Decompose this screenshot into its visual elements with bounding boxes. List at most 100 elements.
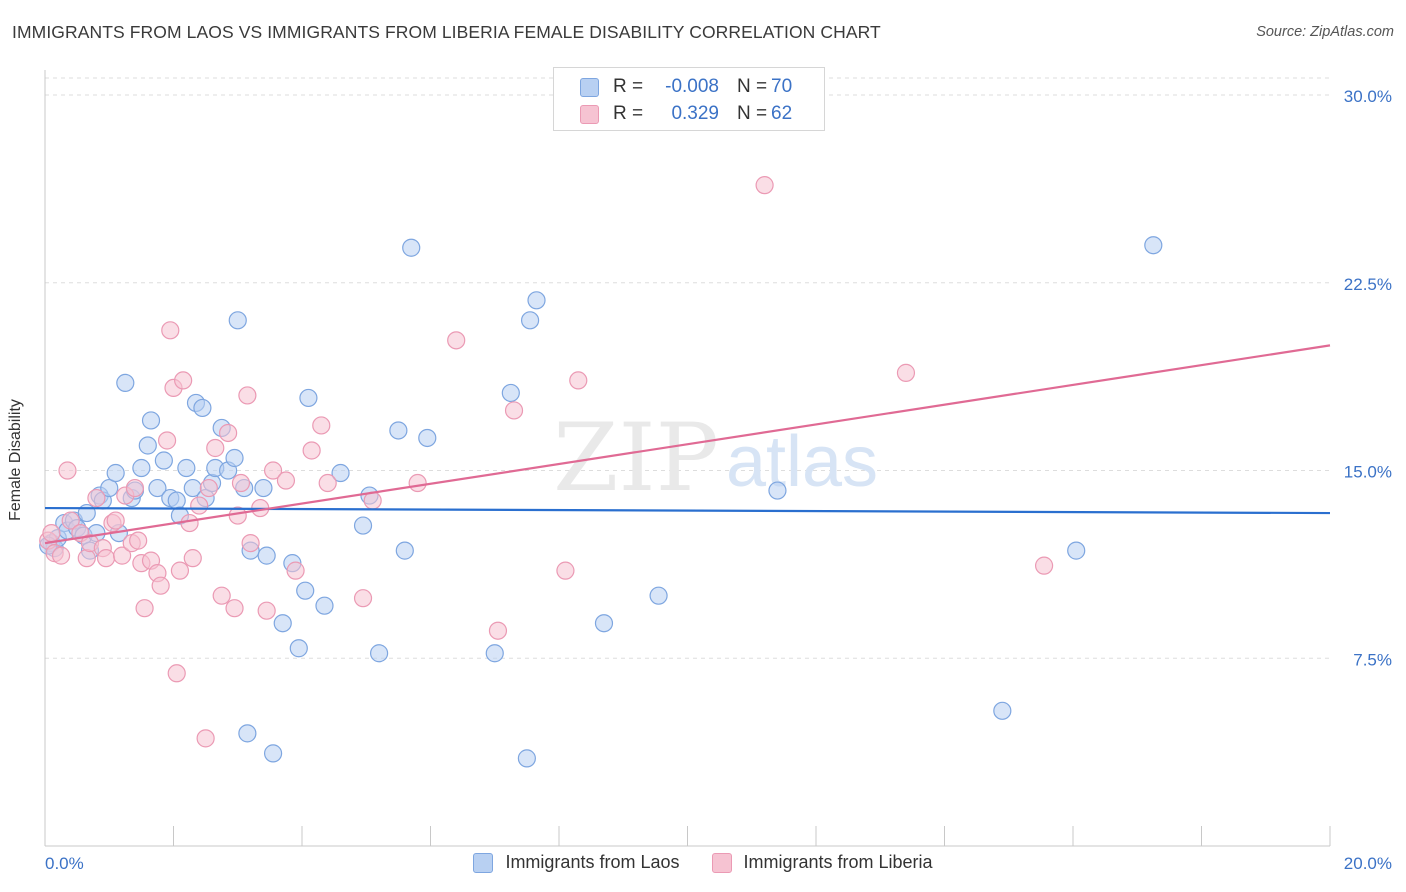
legend-swatch-laos [580,77,599,97]
data-point-liberia [174,371,193,390]
data-point-liberia [219,423,238,443]
data-point-laos [100,478,119,498]
data-point-laos [527,291,546,310]
data-point-laos [993,701,1012,720]
data-point-liberia [157,431,177,450]
data-point-laos [238,724,257,743]
data-point-laos [116,373,135,393]
data-point-liberia [504,401,524,420]
data-point-liberia [312,416,331,435]
data-point-liberia [302,441,321,460]
data-point-laos [263,744,283,763]
data-point-laos [299,388,318,408]
legend-n-value-laos: 70 [771,76,793,97]
data-point-liberia [755,176,774,195]
tick-label-layer: 7.5% 15.0% 22.5% 30.0% 0.0% 20.0% [45,87,1392,873]
series-legend: Immigrants from Laos Immigrants from Lib… [0,852,1406,873]
data-point-liberia [58,461,77,480]
legend-r-label: R = [613,103,644,124]
data-point-liberia [225,599,244,618]
data-point-laos [177,458,196,478]
data-point-laos [517,749,536,768]
data-point-liberia [353,589,373,608]
trend-layer [44,344,1331,545]
data-point-liberia [241,534,260,553]
legend-n-value-liberia: 62 [771,103,793,124]
y-tick-label: 7.5% [1353,650,1392,669]
data-point-laos [353,516,373,535]
data-point-liberia [199,478,218,498]
data-point-liberia [206,438,225,458]
data-point-liberia [61,511,80,530]
data-point-laos [1144,236,1163,255]
data-point-laos [148,478,167,498]
series-label-liberia: Immigrants from Liberia [743,852,933,872]
data-point-liberia [180,513,199,533]
data-point-laos [315,596,334,615]
data-point-laos [520,311,540,330]
data-point-laos [289,639,308,658]
data-point-liberia [286,561,305,580]
data-point-laos [402,238,421,257]
data-point-liberia [135,599,154,618]
watermark: ZIP atlas [553,404,878,513]
data-point-liberia [896,363,916,382]
data-point-laos [254,478,273,498]
legend-n-label: N = [737,76,768,97]
correlation-legend: R = -0.008 N = 70 R = 0.329 N = 62 [553,67,825,131]
data-point-laos [273,614,292,633]
data-point-liberia [190,496,209,515]
data-point-laos [257,546,276,565]
trend-line-liberia [44,344,1331,545]
series-label-laos: Immigrants from Laos [505,852,680,872]
data-point-liberia [125,478,145,498]
data-point-laos [370,644,389,663]
data-point-liberia [257,601,276,620]
y-tick-label: 15.0% [1344,463,1392,482]
data-point-laos [154,451,173,470]
x-tick-label-min: 0.0% [45,854,84,873]
data-point-laos [106,463,125,483]
data-point-liberia [263,461,283,480]
data-point-liberia [238,386,257,405]
data-point-liberia [106,511,125,530]
data-point-liberia [112,546,132,565]
data-point-liberia [167,664,186,683]
trend-line-laos [44,506,1331,515]
data-point-liberia [212,586,231,605]
legend-row-laos: R = -0.008 N = 70 [580,76,792,98]
data-point-laos [138,436,157,455]
legend-r-value-laos: -0.008 [665,76,719,97]
data-point-laos [389,421,408,440]
data-point-laos [768,481,787,500]
data-point-liberia [151,576,170,595]
data-point-laos [501,383,520,403]
data-point-laos [167,491,186,510]
data-point-liberia [318,473,337,493]
y-tick-label: 30.0% [1344,87,1392,106]
data-point-laos [141,411,161,430]
y-axis-label: Female Disability [7,399,24,521]
data-point-liberia [161,321,180,340]
data-point-laos [331,463,350,483]
data-point-liberia [77,549,96,568]
legend-n-label: N = [737,103,768,124]
legend-swatch-liberia [580,104,599,124]
data-point-liberia [196,729,215,748]
y-tick-label: 22.5% [1344,275,1392,294]
data-point-liberia [170,561,190,580]
series-legend-laos: Immigrants from Laos [473,852,680,873]
data-point-liberia [42,523,61,543]
data-point-laos [193,398,212,418]
data-point-liberia [129,531,148,550]
data-point-laos [132,458,151,478]
grid-layer [45,77,1330,659]
watermark-zip: ZIP [553,404,719,513]
data-point-laos [395,541,414,560]
legend-r-label: R = [613,76,644,97]
data-point-liberia [1034,556,1054,575]
data-point-liberia [276,471,296,490]
legend-r-value-liberia: 0.329 [671,103,719,124]
series-legend-liberia: Immigrants from Liberia [711,852,933,873]
data-point-laos [296,581,315,600]
